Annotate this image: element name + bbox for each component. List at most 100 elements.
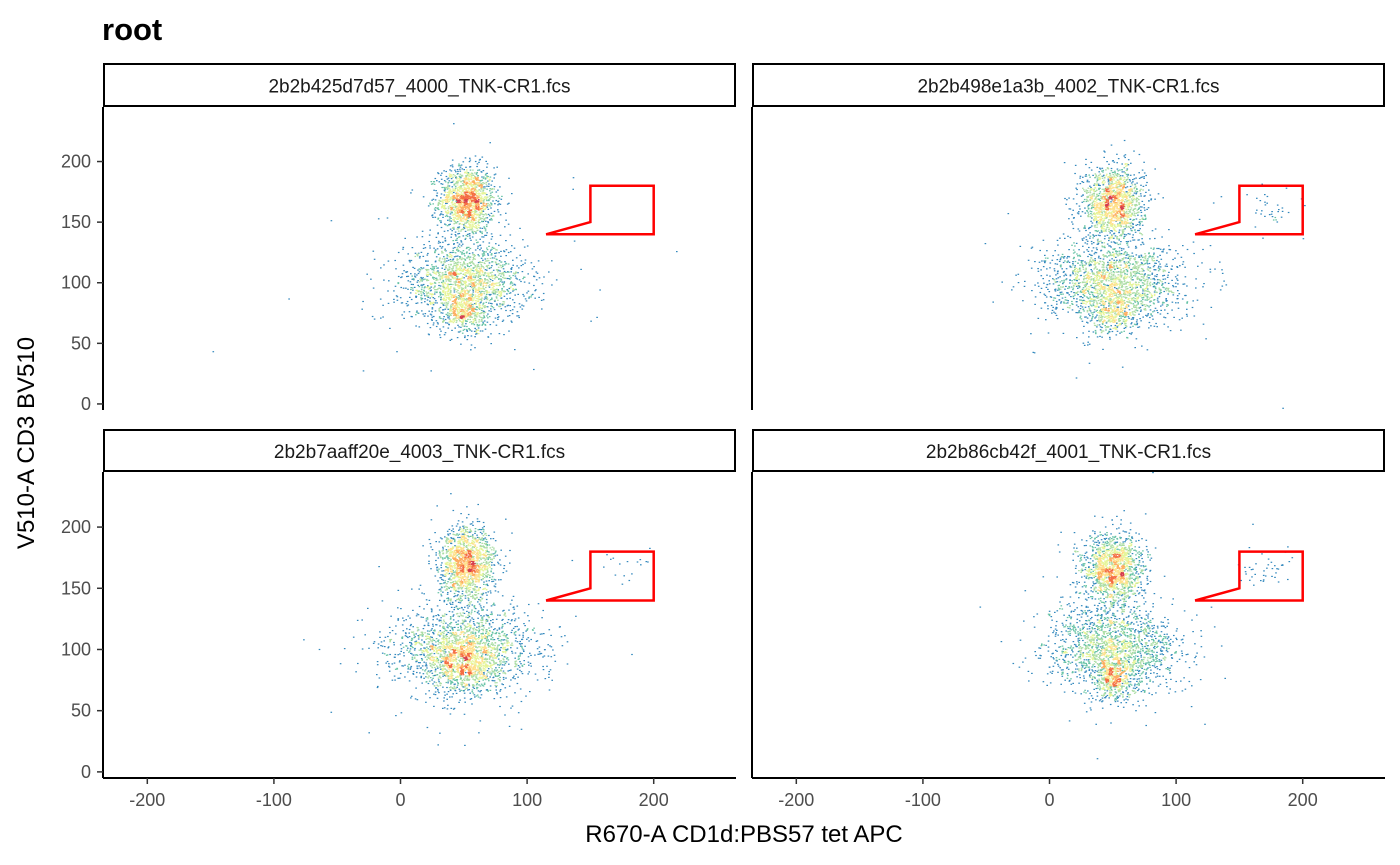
- event-point: [423, 289, 425, 291]
- event-point: [469, 225, 472, 227]
- event-point: [466, 175, 468, 177]
- event-point: [454, 274, 456, 276]
- event-point: [469, 220, 471, 222]
- event-point: [485, 293, 488, 295]
- event-point: [465, 234, 468, 237]
- event-point: [534, 290, 536, 292]
- event-point: [497, 289, 499, 291]
- event-point: [1157, 193, 1160, 195]
- event-point: [463, 212, 466, 214]
- event-point: [513, 302, 516, 304]
- event-point: [440, 261, 443, 263]
- event-point: [457, 297, 459, 299]
- event-point: [490, 267, 492, 269]
- event-point: [465, 200, 468, 202]
- event-point: [482, 282, 485, 284]
- event-point: [429, 273, 431, 275]
- event-point: [468, 195, 471, 197]
- event-point: [458, 326, 460, 328]
- event-point: [453, 314, 455, 317]
- event-point: [1097, 184, 1100, 186]
- event-point: [457, 264, 459, 266]
- event-point: [1121, 183, 1124, 185]
- event-point: [1092, 200, 1095, 202]
- event-point: [433, 293, 436, 295]
- event-point: [484, 213, 487, 215]
- event-point: [432, 303, 434, 305]
- facet-strip: [103, 63, 736, 107]
- event-point: [460, 220, 462, 222]
- event-point: [1122, 191, 1125, 193]
- event-point: [490, 288, 492, 290]
- event-point: [457, 279, 459, 281]
- event-point: [471, 288, 474, 290]
- event-point: [450, 295, 453, 297]
- event-point: [444, 199, 446, 201]
- y-tick-label: 0: [81, 394, 91, 414]
- event-point: [441, 186, 443, 189]
- event-point: [472, 215, 474, 217]
- event-point: [1122, 258, 1125, 260]
- event-point: [430, 314, 433, 316]
- event-point: [468, 266, 471, 268]
- event-point: [481, 280, 484, 282]
- event-point: [461, 280, 464, 282]
- event-point: [412, 283, 414, 286]
- event-point: [477, 213, 479, 215]
- event-point: [476, 242, 478, 244]
- event-point: [474, 294, 477, 296]
- event-point: [464, 230, 467, 232]
- event-point: [1089, 194, 1091, 196]
- event-point: [1120, 216, 1122, 218]
- event-point: [501, 281, 503, 283]
- event-point: [464, 225, 467, 227]
- event-point: [491, 219, 493, 221]
- event-point: [460, 230, 462, 232]
- event-point: [1105, 201, 1107, 203]
- event-point: [514, 275, 517, 277]
- event-point: [449, 298, 451, 300]
- event-point: [1112, 211, 1114, 213]
- event-point: [449, 228, 452, 230]
- event-point: [485, 297, 487, 299]
- event-point: [476, 279, 478, 281]
- event-point: [459, 195, 461, 197]
- event-point: [1119, 169, 1121, 171]
- event-point: [486, 282, 488, 284]
- event-point: [1120, 205, 1122, 207]
- event-point: [503, 295, 506, 297]
- event-point: [1107, 199, 1110, 202]
- event-point: [464, 312, 467, 314]
- event-point: [472, 194, 475, 196]
- event-point: [484, 269, 487, 271]
- event-point: [1141, 206, 1143, 208]
- event-point: [455, 261, 457, 264]
- event-point: [503, 270, 506, 273]
- event-point: [465, 209, 467, 212]
- event-point: [1126, 220, 1129, 222]
- event-point: [435, 325, 438, 328]
- event-point: [1093, 192, 1096, 194]
- event-point: [1126, 186, 1129, 188]
- event-point: [488, 204, 491, 206]
- event-point: [451, 207, 453, 209]
- event-point: [438, 296, 440, 298]
- event-point: [469, 261, 472, 263]
- event-point: [482, 204, 485, 206]
- event-point: [1106, 167, 1109, 169]
- event-point: [472, 294, 475, 296]
- event-point: [508, 202, 510, 204]
- event-point: [1082, 194, 1084, 196]
- event-point: [1105, 186, 1107, 188]
- event-point: [497, 269, 500, 271]
- event-point: [462, 321, 465, 323]
- event-point: [480, 179, 482, 182]
- event-point: [461, 324, 463, 326]
- event-point: [1096, 202, 1098, 204]
- event-point: [1104, 222, 1106, 224]
- event-point: [1111, 172, 1114, 174]
- event-point: [1097, 205, 1099, 207]
- event-point: [434, 282, 436, 284]
- event-point: [473, 257, 475, 260]
- event-point: [1123, 167, 1126, 169]
